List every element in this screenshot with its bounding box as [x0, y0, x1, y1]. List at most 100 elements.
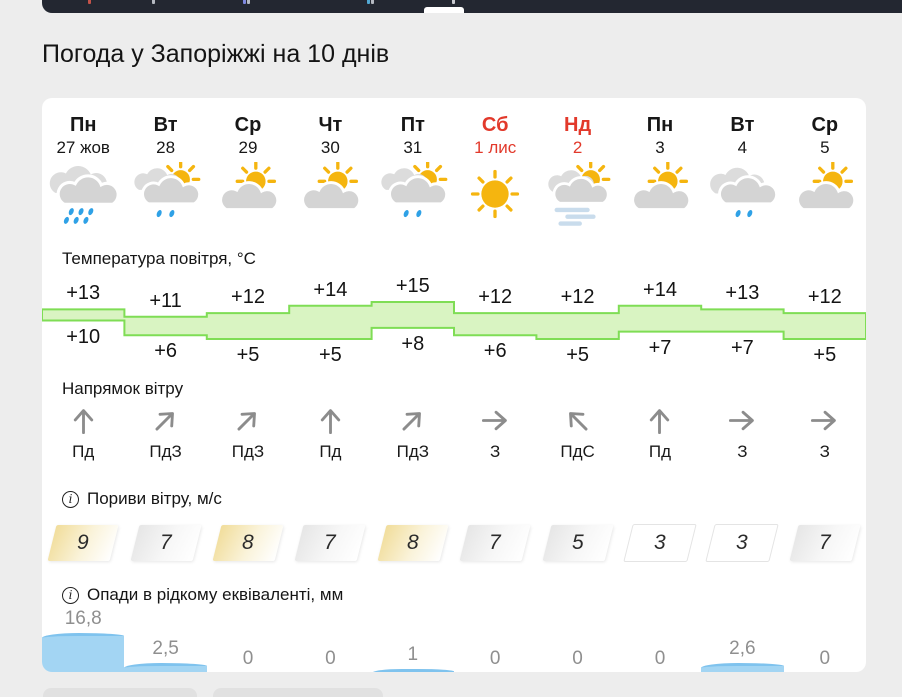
wind-arrow-icon — [481, 410, 507, 431]
precip-value: 2,6 — [729, 637, 756, 659]
temperature-section-label: Температура повітря, °C — [42, 246, 866, 272]
nav-dash — [452, 0, 455, 4]
wind-arrow-icon — [402, 412, 422, 431]
wind-arrow-icon — [320, 409, 341, 435]
precip-section-label: i Опади в рідкому еквіваленті, мм — [42, 582, 866, 608]
wind-direction-label: З — [737, 442, 748, 461]
weather-icon-sun-cloud-rain — [124, 160, 206, 246]
gusts-section-label: i Пориви вітру, м/с — [42, 486, 866, 512]
precip-bar — [42, 633, 125, 672]
day-date: 28 — [156, 138, 176, 157]
wind-direction-label: ПдС — [560, 442, 595, 461]
wind-arrow-icon — [728, 410, 754, 431]
gust-value: 9 — [77, 531, 90, 554]
day-column-4[interactable]: Чт 30 — [289, 114, 371, 160]
day-name: Сб — [481, 114, 509, 136]
wind-cell: ПдЗ — [372, 402, 454, 476]
wind-direction-label: Пд — [319, 442, 342, 461]
wind-direction-label: ПдЗ — [231, 442, 265, 461]
weather-icon-sun-cloud — [207, 160, 289, 246]
day-column-3[interactable]: Ср 29 — [207, 114, 289, 160]
weather-icon-sun-cloud — [619, 160, 701, 246]
precip-value: 0 — [654, 648, 666, 669]
gust-value: 7 — [489, 531, 502, 554]
precip-value: 0 — [242, 648, 254, 669]
wind-cell: ПдЗ — [124, 402, 206, 476]
high-temp-label: +12 — [807, 286, 842, 308]
wind-direction-label: З — [490, 442, 501, 461]
low-temp-label: +5 — [813, 344, 837, 366]
precip-cell: 0 — [207, 648, 289, 672]
day-column-2[interactable]: Вт 28 — [124, 114, 206, 160]
weather-icon-row — [42, 160, 866, 246]
weather-icon-sun-cloud — [784, 160, 866, 246]
day-header-row: Пн 27 жов Вт 28 Ср 29 Чт 30 Пт 31 Сб 1 л… — [42, 98, 866, 160]
day-column-6[interactable]: Сб 1 лис — [454, 114, 536, 160]
temperature-section-text: Температура повітря, °C — [62, 249, 256, 268]
day-date: 4 — [737, 138, 748, 157]
day-column-1[interactable]: Пн 27 жов — [42, 114, 124, 160]
day-date: 29 — [238, 138, 258, 157]
day-name: Чт — [318, 114, 343, 136]
wind-cell: Пд — [619, 402, 701, 476]
high-temp-label: +12 — [560, 286, 595, 308]
forecast-card: Пн 27 жов Вт 28 Ср 29 Чт 30 Пт 31 Сб 1 л… — [42, 98, 866, 672]
nav-dash — [371, 0, 374, 4]
day-date: 27 жов — [56, 138, 110, 157]
low-temp-label: +7 — [648, 337, 672, 359]
low-temp-label: +10 — [66, 326, 101, 348]
wind-cell: ПдС — [536, 402, 618, 476]
day-name: Вт — [153, 114, 178, 136]
wind-arrow-icon — [73, 409, 93, 435]
precip-bar — [371, 669, 454, 672]
precip-cell: 0 — [784, 648, 866, 672]
nav-dash — [88, 0, 91, 4]
high-temp-label: +13 — [66, 282, 101, 304]
precip-value: 0 — [572, 648, 583, 669]
gust-cell: 8 — [372, 525, 454, 561]
gust-value: 8 — [406, 531, 419, 554]
day-name: Пн — [69, 114, 97, 136]
day-date: 31 — [403, 138, 423, 157]
day-column-5[interactable]: Пт 31 — [372, 114, 454, 160]
info-icon[interactable]: i — [62, 586, 79, 604]
wind-cell: Пд — [289, 402, 371, 476]
day-column-7[interactable]: Нд 2 — [536, 114, 618, 160]
temperature-band-svg — [42, 301, 866, 340]
day-name: Ср — [811, 114, 839, 136]
skeleton-block — [43, 688, 197, 697]
low-temp-label: +5 — [318, 344, 342, 366]
gust-value: 7 — [818, 531, 831, 554]
gust-cell: 7 — [289, 525, 371, 561]
wind-cell: З — [784, 402, 866, 476]
gust-value: 5 — [571, 531, 584, 554]
wind-section-label: Напрямок вітру — [42, 376, 866, 402]
precip-cell: 0 — [536, 648, 618, 672]
low-temp-label: +6 — [154, 340, 177, 362]
precip-cell: 2,5 — [124, 638, 207, 672]
skeleton-block — [213, 688, 383, 697]
high-temp-label: +12 — [231, 286, 265, 308]
gust-cell: 9 — [42, 525, 124, 561]
nav-dash — [367, 0, 370, 4]
day-column-10[interactable]: Ср 5 — [784, 114, 866, 160]
precip-cell: 2,6 — [701, 637, 784, 672]
gust-cell: 7 — [124, 525, 206, 561]
day-date: 3 — [655, 138, 665, 157]
nav-dash — [247, 0, 250, 4]
low-temp-label: +5 — [236, 344, 260, 366]
day-column-9[interactable]: Вт 4 — [701, 114, 783, 160]
page-title: Погода у Запоріжжі на 10 днів — [42, 40, 390, 68]
precip-cell: 1 — [371, 644, 454, 672]
wind-direction-label: Пд — [648, 442, 672, 461]
wind-gusts-row: 9 7 8 7 8 7 5 3 3 7 — [42, 518, 866, 568]
weather-icon-sun-cloud-rain — [372, 160, 454, 246]
gust-cell: 7 — [784, 525, 866, 561]
info-icon[interactable]: i — [62, 490, 79, 508]
wind-direction-row: Пд ПдЗ ПдЗ Пд ПдЗ — [42, 402, 866, 476]
gust-cell: 5 — [536, 525, 618, 561]
gust-value: 7 — [159, 531, 172, 554]
day-column-8[interactable]: Пн 3 — [619, 114, 701, 160]
day-date: 30 — [320, 138, 340, 157]
low-temp-label: +5 — [566, 344, 589, 366]
